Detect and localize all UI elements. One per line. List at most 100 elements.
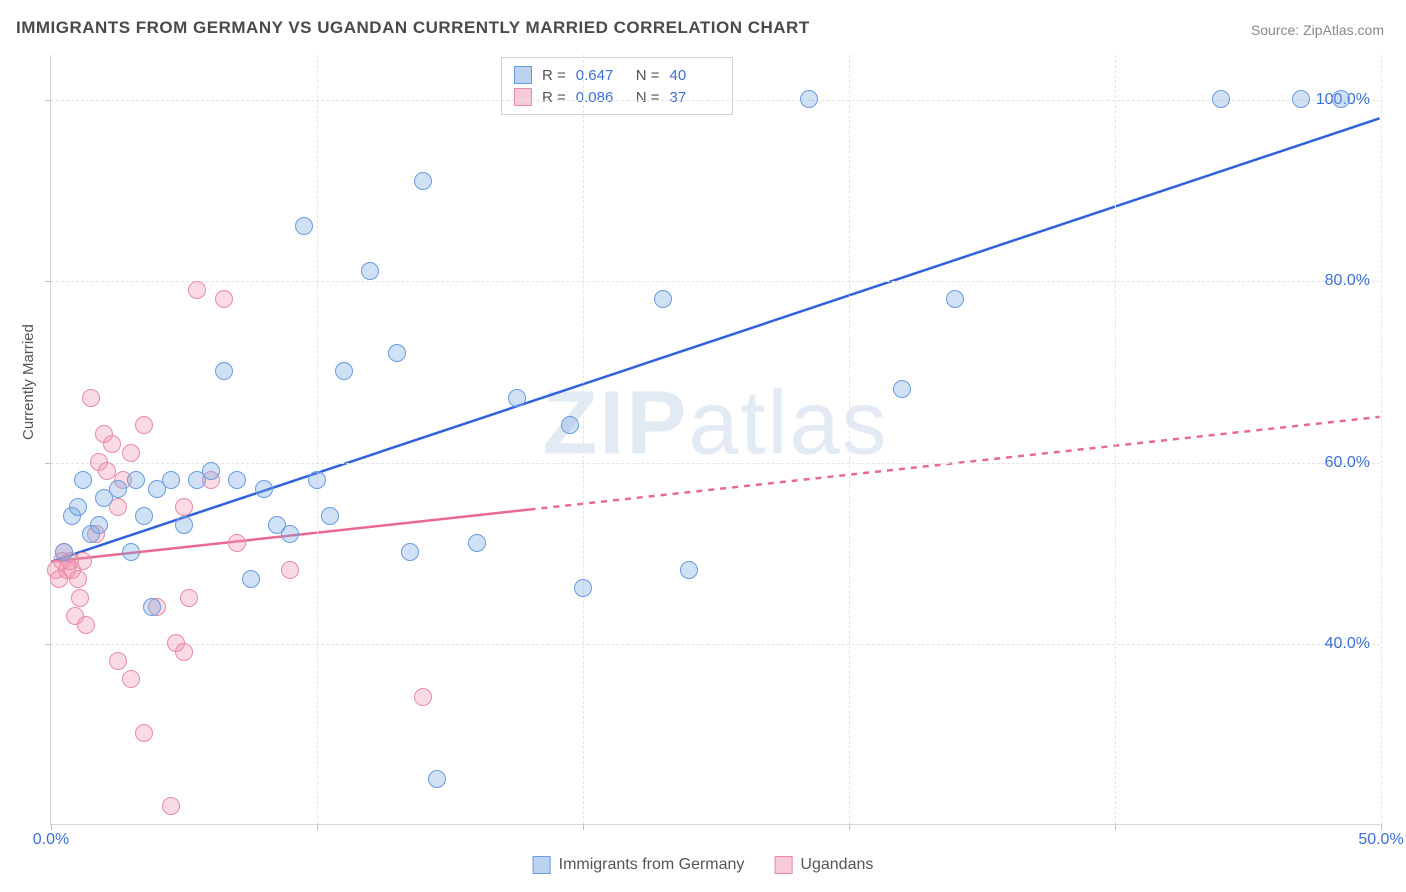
stats-legend: R =0.647N =40R =0.086N =37 <box>501 57 733 115</box>
scatter-point <box>135 416 153 434</box>
x-tick <box>849 824 850 830</box>
scatter-point <box>321 507 339 525</box>
grid-horizontal <box>51 463 1380 464</box>
x-tick <box>317 824 318 830</box>
r-label: R = <box>542 67 566 84</box>
scatter-point <box>135 507 153 525</box>
scatter-point <box>103 435 121 453</box>
n-label: N = <box>636 89 660 106</box>
scatter-point <box>162 471 180 489</box>
scatter-point <box>295 217 313 235</box>
source-attribution: Source: ZipAtlas.com <box>1251 22 1384 38</box>
scatter-point <box>175 643 193 661</box>
y-tick <box>45 644 51 645</box>
legend-item: Immigrants from Germany <box>533 856 745 874</box>
scatter-point <box>127 471 145 489</box>
scatter-point <box>74 552 92 570</box>
legend-label: Immigrants from Germany <box>559 856 745 874</box>
legend-swatch <box>533 856 551 874</box>
grid-horizontal <box>51 644 1380 645</box>
scatter-point <box>308 471 326 489</box>
stats-legend-row: R =0.647N =40 <box>514 64 720 86</box>
x-tick-label: 0.0% <box>33 831 69 849</box>
scatter-point <box>180 589 198 607</box>
series-legend: Immigrants from Germany Ugandans <box>533 856 874 874</box>
scatter-point <box>215 290 233 308</box>
scatter-point <box>388 344 406 362</box>
scatter-point <box>77 616 95 634</box>
scatter-point <box>1212 90 1230 108</box>
n-label: N = <box>636 67 660 84</box>
scatter-point <box>69 498 87 516</box>
scatter-point <box>281 561 299 579</box>
scatter-point <box>175 516 193 534</box>
scatter-point <box>122 444 140 462</box>
grid-vertical <box>583 55 584 824</box>
scatter-point <box>414 172 432 190</box>
x-tick <box>51 824 52 830</box>
scatter-point <box>71 589 89 607</box>
y-tick-label: 60.0% <box>1325 454 1370 472</box>
legend-swatch <box>514 66 532 84</box>
y-tick <box>45 463 51 464</box>
scatter-point <box>82 389 100 407</box>
scatter-point <box>361 262 379 280</box>
grid-horizontal <box>51 100 1380 101</box>
scatter-point <box>574 579 592 597</box>
grid-vertical <box>1115 55 1116 824</box>
scatter-point <box>508 389 526 407</box>
grid-vertical <box>1381 55 1382 824</box>
scatter-point <box>946 290 964 308</box>
plot-area: ZIPatlas R =0.647N =40R =0.086N =37 40.0… <box>50 55 1380 825</box>
scatter-point <box>335 362 353 380</box>
x-tick <box>1381 824 1382 830</box>
scatter-point <box>1292 90 1310 108</box>
scatter-point <box>1332 90 1350 108</box>
scatter-point <box>228 534 246 552</box>
legend-item: Ugandans <box>774 856 873 874</box>
scatter-point <box>242 570 260 588</box>
n-value: 40 <box>670 67 720 84</box>
x-tick <box>1115 824 1116 830</box>
scatter-point <box>109 480 127 498</box>
scatter-point <box>255 480 273 498</box>
scatter-point <box>561 416 579 434</box>
scatter-point <box>74 471 92 489</box>
scatter-point <box>680 561 698 579</box>
grid-horizontal <box>51 281 1380 282</box>
grid-vertical <box>849 55 850 824</box>
y-tick <box>45 100 51 101</box>
scatter-point <box>281 525 299 543</box>
scatter-point <box>122 543 140 561</box>
y-axis-label: Currently Married <box>20 324 37 440</box>
n-value: 37 <box>670 89 720 106</box>
scatter-point <box>90 516 108 534</box>
scatter-point <box>55 543 73 561</box>
scatter-point <box>162 797 180 815</box>
scatter-point <box>109 652 127 670</box>
scatter-point <box>800 90 818 108</box>
scatter-point <box>69 570 87 588</box>
trend-line <box>51 118 1379 561</box>
legend-swatch <box>514 88 532 106</box>
scatter-point <box>215 362 233 380</box>
scatter-point <box>414 688 432 706</box>
x-tick <box>583 824 584 830</box>
scatter-point <box>175 498 193 516</box>
scatter-point <box>122 670 140 688</box>
scatter-point <box>468 534 486 552</box>
stats-legend-row: R =0.086N =37 <box>514 86 720 108</box>
scatter-point <box>202 462 220 480</box>
y-tick <box>45 281 51 282</box>
y-tick-label: 40.0% <box>1325 635 1370 653</box>
trend-lines <box>51 55 1380 824</box>
scatter-point <box>135 724 153 742</box>
legend-label: Ugandans <box>800 856 873 874</box>
chart-title: IMMIGRANTS FROM GERMANY VS UGANDAN CURRE… <box>16 18 810 38</box>
scatter-point <box>401 543 419 561</box>
scatter-point <box>188 281 206 299</box>
legend-swatch <box>774 856 792 874</box>
grid-vertical <box>317 55 318 824</box>
r-label: R = <box>542 89 566 106</box>
scatter-point <box>228 471 246 489</box>
